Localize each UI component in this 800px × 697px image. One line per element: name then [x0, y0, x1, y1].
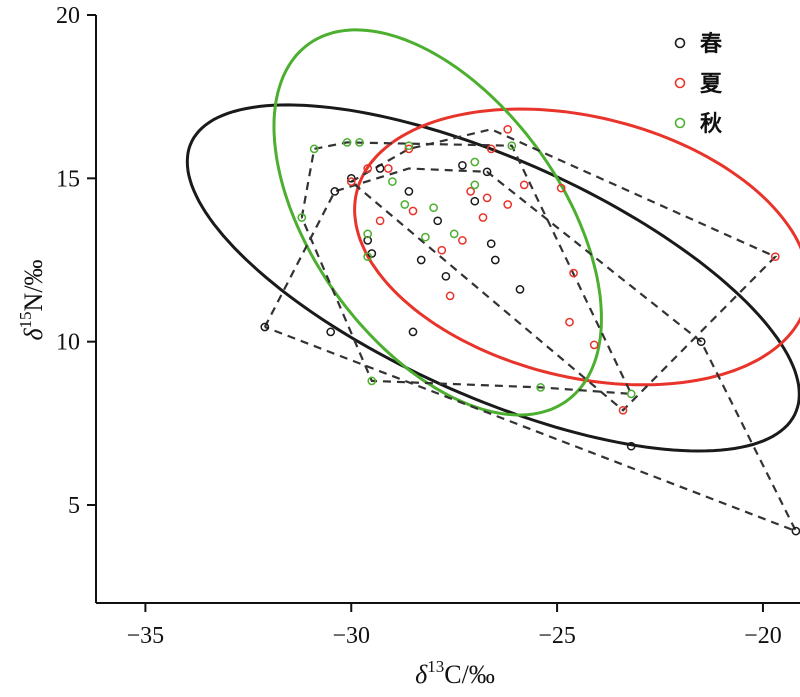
data-point-spring	[326, 327, 336, 337]
x-tick-label: −25	[538, 623, 576, 649]
data-point-autumn	[367, 376, 377, 386]
ticks-layer: −35 −30 −25 −20 5 10 15 20	[56, 3, 782, 649]
data-point-summer	[404, 144, 414, 154]
hull-spring	[263, 167, 799, 534]
legend: 春 夏 秋	[674, 32, 723, 137]
data-point-summer	[445, 291, 455, 301]
points-layer	[260, 124, 800, 536]
data-point-summer	[408, 206, 418, 216]
data-point-summer	[458, 236, 467, 245]
data-point-summer	[486, 144, 496, 154]
data-point-summer	[503, 124, 513, 134]
data-point-autumn	[297, 213, 307, 222]
y-tick-label: 5	[68, 493, 80, 519]
data-point-autumn	[342, 138, 352, 147]
data-point-summer	[482, 193, 492, 203]
legend-marker-autumn	[674, 117, 686, 129]
legend-item-summer: 夏	[674, 72, 723, 97]
data-point-spring	[458, 160, 467, 170]
y-axis-title-rest: N/‰	[19, 259, 48, 311]
data-point-summer	[437, 245, 447, 255]
data-point-spring	[330, 187, 340, 196]
y-axis-title-prefix: δ	[19, 328, 48, 341]
data-point-spring	[791, 526, 800, 536]
data-point-spring	[515, 285, 525, 294]
x-axis-title-rest: C/‰	[444, 660, 495, 689]
data-point-summer	[383, 164, 393, 173]
x-axis-title: δ13C/‰	[415, 657, 495, 689]
data-point-spring	[416, 255, 426, 265]
legend-item-spring: 春	[674, 32, 722, 57]
data-point-autumn	[470, 157, 480, 167]
data-point-spring	[486, 239, 496, 249]
data-point-spring	[490, 255, 500, 265]
data-point-summer	[375, 216, 385, 226]
data-point-autumn	[536, 383, 545, 392]
data-point-spring	[408, 327, 418, 337]
data-point-summer	[618, 405, 628, 415]
data-point-summer	[466, 187, 475, 196]
data-point-summer	[569, 268, 578, 278]
axes-layer	[95, 15, 800, 604]
data-point-spring	[404, 187, 414, 196]
data-point-summer	[346, 177, 356, 186]
ellipse-autumn	[272, 28, 603, 417]
data-point-spring	[470, 196, 480, 206]
x-axis-title-prefix: δ	[415, 660, 428, 689]
ellipse-spring	[185, 103, 800, 453]
data-point-summer	[565, 317, 574, 327]
data-point-autumn	[388, 177, 397, 186]
data-point-summer	[503, 200, 513, 209]
data-point-spring	[375, 164, 385, 173]
legend-label-autumn: 秋	[700, 112, 723, 137]
data-point-spring	[482, 167, 492, 177]
hull-autumn	[300, 141, 634, 396]
x-tick-label: −20	[744, 623, 782, 649]
data-point-summer	[478, 213, 488, 222]
ellipses-layer	[185, 28, 800, 453]
data-point-summer	[556, 183, 566, 193]
y-axis-title-sup: 15	[16, 311, 35, 328]
data-point-autumn	[449, 229, 459, 239]
y-axis-title: δ15N/‰	[16, 259, 48, 340]
legend-item-autumn: 秋	[674, 112, 723, 137]
data-point-spring	[696, 337, 706, 347]
data-point-spring	[433, 216, 443, 226]
data-point-autumn	[470, 180, 480, 190]
data-point-spring	[346, 173, 356, 183]
data-point-autumn	[363, 229, 373, 239]
ellipse-summer	[353, 107, 800, 387]
data-point-spring	[626, 441, 636, 451]
hulls-layer	[263, 128, 799, 534]
data-point-autumn	[626, 389, 636, 399]
data-point-autumn	[421, 232, 430, 242]
data-point-autumn	[363, 252, 373, 262]
x-tick-label: −30	[332, 623, 370, 649]
data-point-spring	[260, 322, 270, 332]
data-point-summer	[770, 252, 780, 262]
data-point-autumn	[400, 200, 410, 209]
data-point-summer	[519, 180, 529, 190]
x-tick-label: −35	[127, 623, 165, 649]
legend-marker-spring	[674, 37, 686, 49]
data-point-autumn	[355, 138, 364, 147]
x-axis-title-sup: 13	[427, 657, 444, 676]
data-point-autumn	[507, 141, 517, 151]
data-point-summer	[363, 164, 373, 173]
data-point-spring	[441, 271, 451, 281]
data-point-autumn	[429, 203, 438, 213]
y-tick-label: 10	[56, 330, 80, 356]
data-point-summer	[589, 340, 599, 350]
data-point-autumn	[309, 144, 319, 154]
data-point-autumn	[404, 141, 414, 151]
legend-marker-summer	[674, 77, 686, 89]
y-tick-label: 20	[56, 3, 80, 29]
legend-label-spring: 春	[700, 32, 722, 57]
legend-label-summer: 夏	[700, 72, 723, 97]
y-tick-label: 15	[56, 166, 80, 192]
